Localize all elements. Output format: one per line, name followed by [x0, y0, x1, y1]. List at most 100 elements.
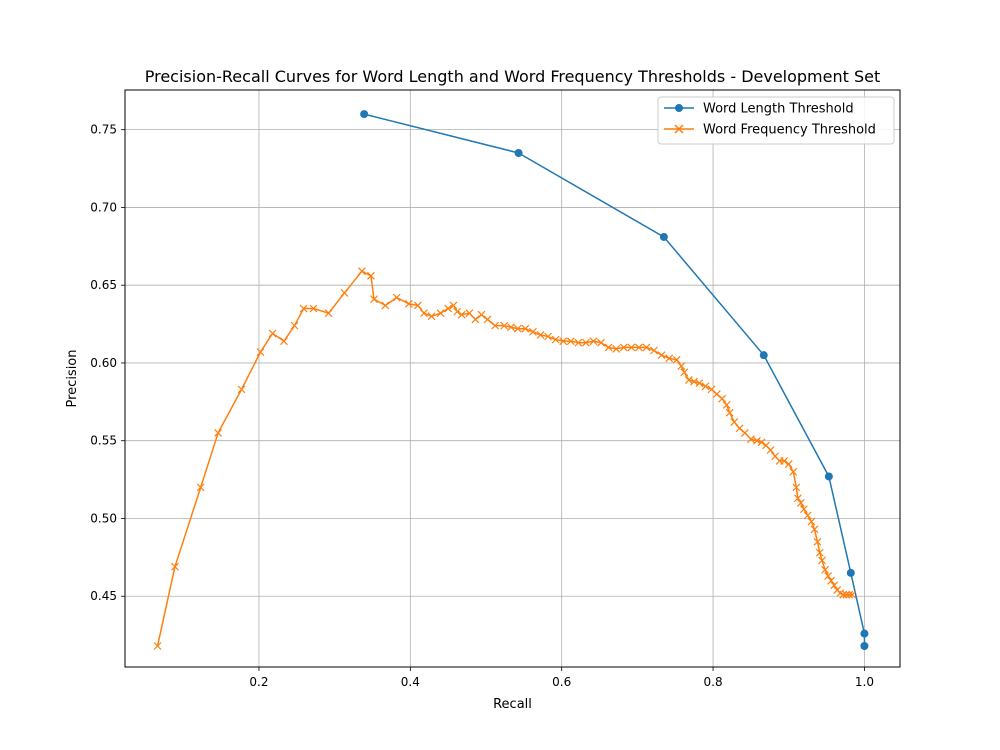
data-point [759, 351, 768, 360]
data-point [619, 343, 628, 352]
data-point [650, 346, 658, 355]
data-point [642, 343, 651, 352]
x-tick-label: 0.6 [552, 675, 571, 689]
grid-lines [125, 90, 900, 667]
y-tick-label: 0.50 [90, 511, 117, 525]
data-point [536, 331, 545, 339]
data-point [827, 576, 836, 585]
data-point [830, 581, 839, 590]
data-point [792, 483, 801, 492]
y-tick-label: 0.65 [90, 278, 117, 292]
data-point [813, 537, 822, 546]
data-point [780, 457, 789, 465]
y-axis-label: Precision [65, 349, 80, 407]
data-point [309, 304, 318, 313]
data-point [268, 329, 277, 338]
plot-frame [124, 89, 901, 668]
data-point [360, 110, 369, 119]
y-axis-ticks: 0.45 0.50 0.55 0.60 0.65 0.70 0.75 [90, 123, 125, 603]
data-point [566, 337, 575, 346]
data-point [427, 312, 436, 321]
data-point [821, 565, 829, 574]
data-point [340, 289, 349, 297]
data-point [507, 323, 515, 332]
data-point [839, 590, 848, 599]
data-point [612, 345, 621, 353]
x-tick-label: 1.0 [855, 675, 874, 689]
data-point [860, 629, 869, 638]
data-point [491, 321, 500, 330]
data-point [842, 590, 851, 599]
data-point [695, 379, 704, 388]
data-point [544, 332, 552, 341]
data-point [196, 483, 205, 492]
y-tick-label: 0.55 [90, 434, 117, 448]
data-point [684, 376, 693, 384]
data-point [597, 338, 605, 347]
series-word-frequency [153, 267, 857, 650]
series-line [363, 113, 866, 646]
data-point [471, 315, 480, 324]
data-point [807, 517, 816, 526]
data-point [444, 304, 453, 313]
data-point [627, 343, 636, 352]
data-point [357, 267, 366, 276]
data-point [483, 315, 492, 324]
data-point [657, 351, 666, 360]
data-point [815, 548, 824, 557]
data-point [665, 354, 674, 363]
data-point [784, 460, 793, 468]
data-point [477, 310, 486, 319]
legend-label-word-frequency: Word Frequency Threshold [703, 123, 876, 138]
data-point [796, 498, 805, 507]
data-point [766, 446, 775, 454]
data-point [574, 338, 583, 347]
data-point [589, 337, 598, 346]
legend-frame [657, 96, 895, 145]
data-point [848, 590, 857, 599]
series-line [156, 270, 853, 647]
data-point [799, 505, 808, 514]
data-point [521, 324, 530, 333]
data-point [381, 301, 390, 310]
data-point [171, 562, 179, 571]
data-point [367, 271, 375, 280]
x-axis-ticks: 0.2 0.4 0.6 0.8 1.0 [249, 667, 874, 689]
data-point [746, 435, 755, 444]
data-point [551, 335, 560, 344]
data-point [280, 337, 288, 346]
data-point [789, 467, 798, 476]
data-point [824, 572, 833, 580]
data-point [860, 642, 869, 651]
y-tick-label: 0.75 [90, 123, 117, 137]
data-point [453, 307, 462, 316]
series-layer [153, 110, 869, 651]
data-point [299, 304, 308, 313]
data-point [818, 556, 826, 565]
data-point [413, 301, 422, 310]
data-point [659, 232, 668, 241]
data-point [690, 377, 699, 386]
data-point [753, 436, 761, 445]
data-point [559, 337, 568, 346]
x-tick-label: 0.4 [401, 675, 420, 689]
data-point [677, 362, 686, 370]
data-point [845, 590, 854, 599]
data-point [740, 429, 749, 437]
data-point [672, 355, 681, 364]
data-point [581, 338, 590, 347]
data-point [513, 324, 522, 333]
data-point [420, 309, 428, 318]
data-point [290, 321, 299, 330]
data-point [718, 394, 727, 403]
y-tick-label: 0.45 [90, 589, 117, 603]
data-point [725, 408, 734, 417]
data-point [449, 301, 458, 310]
x-tick-label: 0.2 [249, 675, 268, 689]
data-point [803, 511, 812, 520]
data-point [722, 401, 731, 409]
data-point [457, 310, 466, 319]
data-point [824, 472, 833, 481]
data-point [730, 418, 739, 426]
x-axis-label: Recall [493, 697, 532, 712]
